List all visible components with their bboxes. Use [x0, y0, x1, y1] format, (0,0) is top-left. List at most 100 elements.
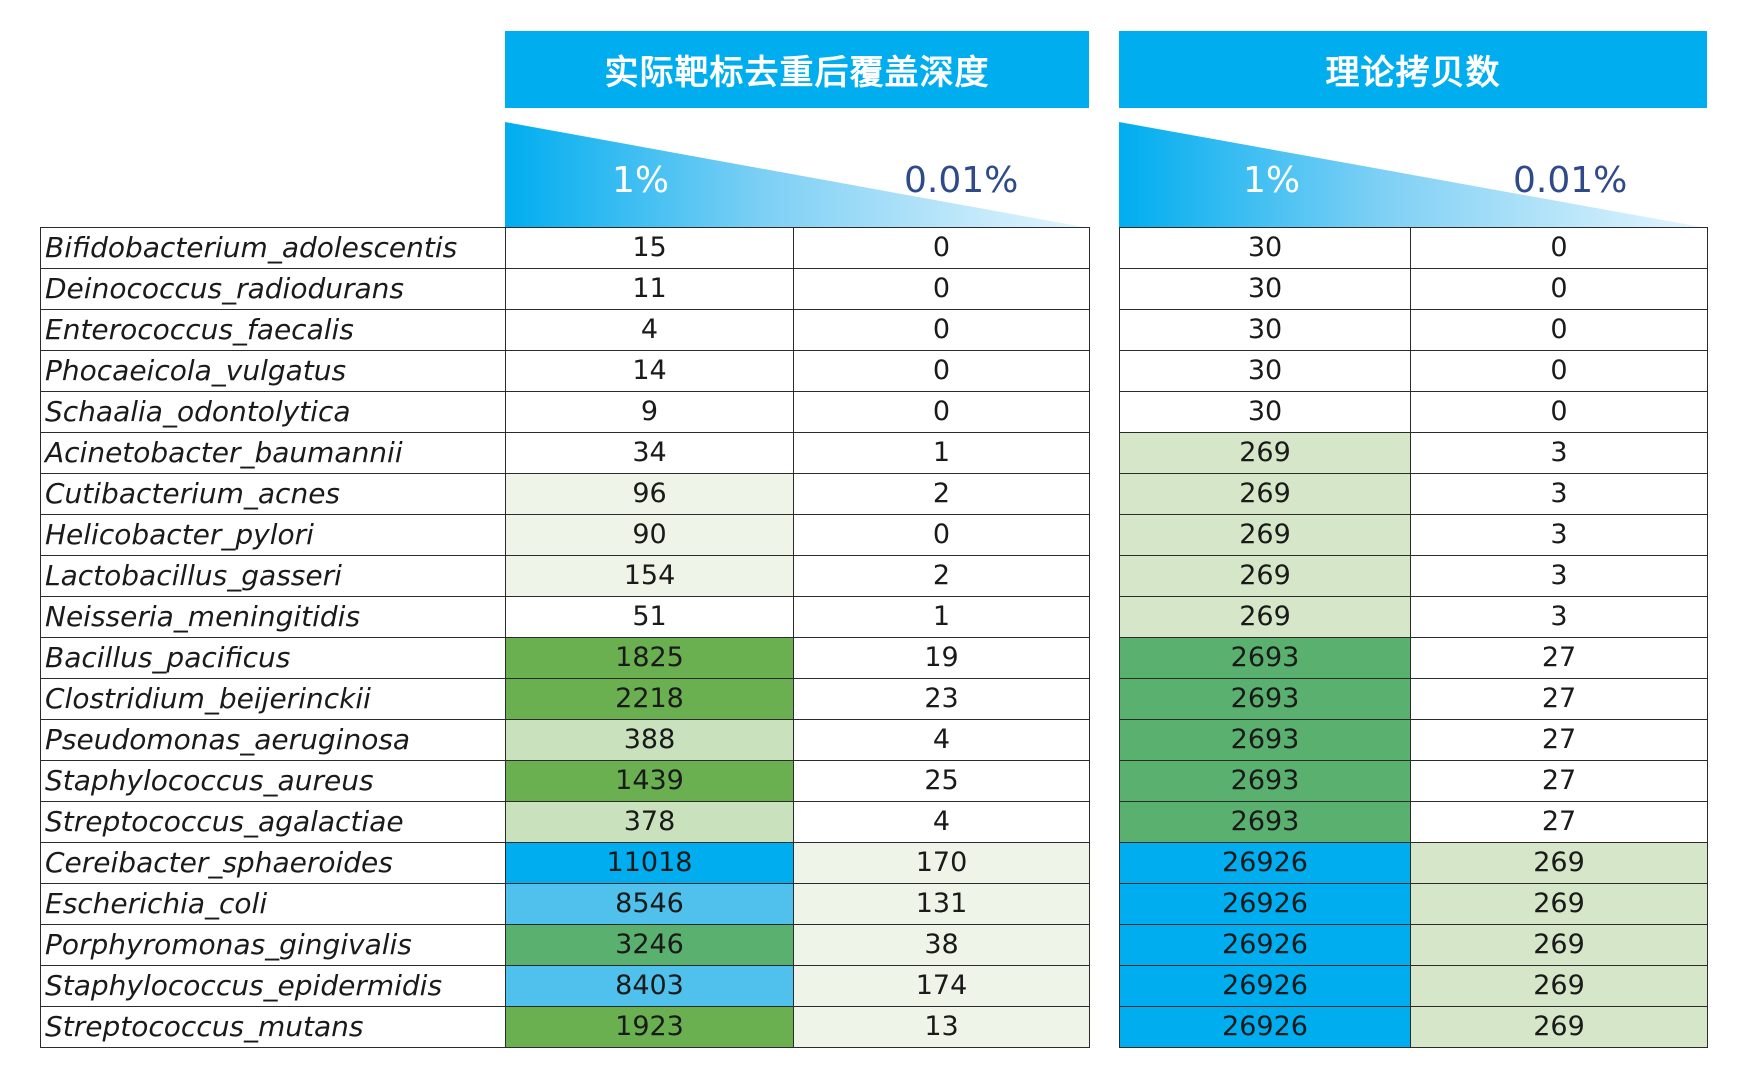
- species-name: Bacillus_pacificus: [40, 637, 506, 679]
- copy-1pct-cell: 26926: [1119, 1006, 1411, 1048]
- table-row: Clostridium_beijerinckii 2218 23: [40, 678, 1090, 720]
- species-name: Porphyromonas_gingivalis: [40, 924, 506, 966]
- copy-1pct-cell: 2693: [1119, 760, 1411, 802]
- depth-001pct-cell: 170: [793, 842, 1090, 884]
- depth-001pct-cell: 38: [793, 924, 1090, 966]
- wedge-label-high: 1%: [612, 160, 670, 201]
- species-name: Pseudomonas_aeruginosa: [40, 719, 506, 761]
- wedge-graphic-right: [1119, 122, 1707, 228]
- species-name: Phocaeicola_vulgatus: [40, 350, 506, 392]
- copy-001pct-cell: 27: [1410, 678, 1708, 720]
- table-row: 269 3: [1119, 555, 1708, 597]
- species-name: Lactobacillus_gasseri: [40, 555, 506, 597]
- table-row: 269 3: [1119, 514, 1708, 556]
- species-name: Escherichia_coli: [40, 883, 506, 925]
- depth-1pct-cell: 378: [505, 801, 794, 843]
- table-row: 269 3: [1119, 432, 1708, 474]
- wedge-graphic-left: [505, 122, 1089, 228]
- copy-1pct-cell: 30: [1119, 391, 1411, 433]
- species-name: Streptococcus_agalactiae: [40, 801, 506, 843]
- table-row: 30 0: [1119, 391, 1708, 433]
- copy-001pct-cell: 0: [1410, 309, 1708, 351]
- table-row: 26926 269: [1119, 924, 1708, 966]
- table-row: 2693 27: [1119, 637, 1708, 679]
- depth-001pct-cell: 13: [793, 1006, 1090, 1048]
- species-name: Deinococcus_radiodurans: [40, 268, 506, 310]
- copy-1pct-cell: 269: [1119, 596, 1411, 638]
- table-row: Staphylococcus_aureus 1439 25: [40, 760, 1090, 802]
- depth-001pct-cell: 19: [793, 637, 1090, 679]
- table-row: Cutibacterium_acnes 96 2: [40, 473, 1090, 515]
- depth-1pct-cell: 2218: [505, 678, 794, 720]
- copy-001pct-cell: 3: [1410, 432, 1708, 474]
- table-row: Bacillus_pacificus 1825 19: [40, 637, 1090, 679]
- wedge-label-high: 1%: [1243, 160, 1301, 201]
- species-name: Cereibacter_sphaeroides: [40, 842, 506, 884]
- depth-1pct-cell: 1923: [505, 1006, 794, 1048]
- depth-1pct-cell: 4: [505, 309, 794, 351]
- concentration-wedge-right: 1% 0.01%: [1119, 122, 1707, 228]
- species-name: Neisseria_meningitidis: [40, 596, 506, 638]
- table-row: 26926 269: [1119, 965, 1708, 1007]
- copy-1pct-cell: 26926: [1119, 883, 1411, 925]
- species-name: Clostridium_beijerinckii: [40, 678, 506, 720]
- depth-1pct-cell: 8403: [505, 965, 794, 1007]
- depth-001pct-cell: 131: [793, 883, 1090, 925]
- table-row: 269 3: [1119, 473, 1708, 515]
- copy-001pct-cell: 269: [1410, 965, 1708, 1007]
- coverage-depth-header: 实际靶标去重后覆盖深度: [505, 31, 1089, 108]
- copy-001pct-cell: 3: [1410, 473, 1708, 515]
- depth-1pct-cell: 154: [505, 555, 794, 597]
- species-name: Streptococcus_mutans: [40, 1006, 506, 1048]
- table-row: 2693 27: [1119, 678, 1708, 720]
- depth-1pct-cell: 14: [505, 350, 794, 392]
- copy-001pct-cell: 0: [1410, 350, 1708, 392]
- table-row: Staphylococcus_epidermidis 8403 174: [40, 965, 1090, 1007]
- table-row: Cereibacter_sphaeroides 11018 170: [40, 842, 1090, 884]
- depth-001pct-cell: 2: [793, 555, 1090, 597]
- copy-001pct-cell: 27: [1410, 801, 1708, 843]
- species-name: Helicobacter_pylori: [40, 514, 506, 556]
- copy-001pct-cell: 27: [1410, 719, 1708, 761]
- table-row: Enterococcus_faecalis 4 0: [40, 309, 1090, 351]
- copy-1pct-cell: 269: [1119, 473, 1411, 515]
- table-row: Streptococcus_agalactiae 378 4: [40, 801, 1090, 843]
- depth-001pct-cell: 0: [793, 350, 1090, 392]
- copy-1pct-cell: 269: [1119, 514, 1411, 556]
- table-row: Bifidobacterium_adolescentis 15 0: [40, 227, 1090, 269]
- wedge-label-low: 0.01%: [904, 160, 1019, 201]
- copy-001pct-cell: 269: [1410, 842, 1708, 884]
- theoretical-copies-table: 30 0 30 0 30 0 30 0 30 0 269 3 269 3 269 3 269 3 269 3 2693 2…: [1119, 227, 1708, 1048]
- depth-1pct-cell: 51: [505, 596, 794, 638]
- table-row: Acinetobacter_baumannii 34 1: [40, 432, 1090, 474]
- depth-001pct-cell: 4: [793, 719, 1090, 761]
- table-row: 30 0: [1119, 309, 1708, 351]
- table-row: Escherichia_coli 8546 131: [40, 883, 1090, 925]
- depth-1pct-cell: 96: [505, 473, 794, 515]
- copy-1pct-cell: 2693: [1119, 678, 1411, 720]
- species-name: Staphylococcus_epidermidis: [40, 965, 506, 1007]
- copy-001pct-cell: 27: [1410, 637, 1708, 679]
- table-row: 26926 269: [1119, 883, 1708, 925]
- copy-1pct-cell: 269: [1119, 555, 1411, 597]
- depth-1pct-cell: 388: [505, 719, 794, 761]
- species-name: Staphylococcus_aureus: [40, 760, 506, 802]
- species-name: Enterococcus_faecalis: [40, 309, 506, 351]
- concentration-wedge-left: 1% 0.01%: [505, 122, 1089, 228]
- copy-1pct-cell: 30: [1119, 227, 1411, 269]
- species-name: Schaalia_odontolytica: [40, 391, 506, 433]
- copy-1pct-cell: 2693: [1119, 637, 1411, 679]
- table-row: 2693 27: [1119, 801, 1708, 843]
- depth-001pct-cell: 23: [793, 678, 1090, 720]
- depth-001pct-cell: 174: [793, 965, 1090, 1007]
- wedge-label-low: 0.01%: [1513, 160, 1628, 201]
- depth-001pct-cell: 2: [793, 473, 1090, 515]
- table-row: Deinococcus_radiodurans 11 0: [40, 268, 1090, 310]
- table-row: 269 3: [1119, 596, 1708, 638]
- table-row: Helicobacter_pylori 90 0: [40, 514, 1090, 556]
- depth-001pct-cell: 1: [793, 596, 1090, 638]
- copy-1pct-cell: 26926: [1119, 965, 1411, 1007]
- copy-001pct-cell: 269: [1410, 1006, 1708, 1048]
- depth-1pct-cell: 11: [505, 268, 794, 310]
- table-row: Schaalia_odontolytica 9 0: [40, 391, 1090, 433]
